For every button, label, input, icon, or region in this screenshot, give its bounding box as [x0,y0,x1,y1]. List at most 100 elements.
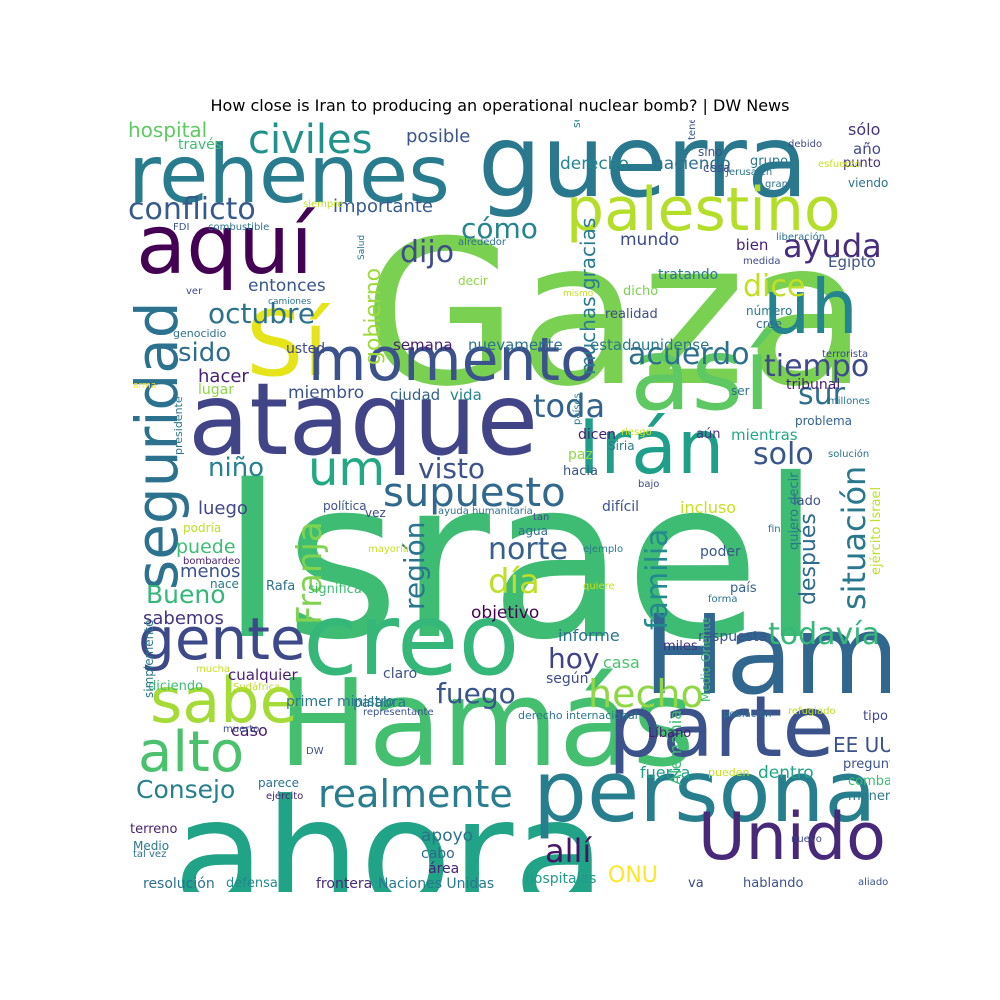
word-terrorista: terrorista [822,349,869,360]
word-um: um [308,441,386,497]
word-dice: dice [743,269,806,304]
word-tan: tan [533,512,550,523]
word-hecho: hecho [588,672,704,716]
word-jerusalen: Jerusalén [726,167,773,178]
word-nino: niño [208,453,265,483]
word-politica: política [323,499,367,513]
word-sur: sur [798,377,845,412]
word-estadounidense: estadounidense [590,336,710,354]
word-asi: así [630,316,772,433]
word-siria: Siria [608,439,635,453]
word-incluso: incluso [680,498,737,517]
word-muerto: muerto [223,724,260,735]
word-israel: Israel [220,432,822,688]
word-conflicto: conflicto [128,192,256,227]
word-genocidio: genocidio [173,327,227,340]
word-aliado: aliado [858,877,889,888]
word-respuesta: respuesta [698,629,768,645]
word-onu: ONU [608,863,658,888]
word-caso: caso [231,721,268,740]
word-cabo: cabo [421,846,455,862]
word-decir: decir [458,274,488,288]
word-dijo: dijo [400,235,455,270]
word-seguro: seguro [570,120,583,128]
word-combustible: combustible [208,222,270,233]
word-podria: podría [183,521,222,535]
word-uh: uh [763,263,859,351]
word-momento: momento [308,325,597,395]
word-miles: miles [663,639,698,654]
word-presidente: presidente [172,396,185,455]
word-nace: nace [210,577,239,591]
word-esfuerzo: esfuerzo [818,159,861,170]
word-posible: posible [406,126,471,147]
word-objetivo: objetivo [471,603,540,623]
word-gente: gente [138,605,306,673]
word-va: va [688,876,704,891]
word-nuevo: nuevo [791,834,822,845]
word-casa: casa [603,653,640,672]
word-solo: sólo [848,120,881,139]
word-bombardeo: bombardeo [183,556,241,567]
word-aqui: aquí [136,198,314,293]
word-alli: allí [545,832,592,870]
word-sudafrica: Sudáfrica [233,682,281,693]
word-toda: toda [533,387,606,425]
word-millones: millones [828,396,870,407]
word-dentro: dentro [758,763,814,783]
word-iran: Irán [578,403,725,491]
word-parece: parece [258,776,300,790]
word-rafa: Rafa [266,579,296,594]
word-debido: debido [788,139,823,150]
word-tener: tener [687,120,698,140]
word-derecho-internacional: derecho internacional [518,709,638,722]
word-defensa: defensa [226,876,278,891]
word-grupo: grupo [750,154,789,169]
word-camiones: camiones [268,297,312,307]
word-quiere: quiere [583,581,615,592]
word-alrededor: alrededor [458,237,507,248]
word-dicho: dicho [623,284,659,299]
word-significa: significa [308,582,362,597]
word-vida: vida [450,386,482,404]
word-ser: ser [731,384,750,398]
word-civiles: civiles [248,120,373,163]
word-punto: punto [843,156,881,171]
word-hacia: hacia [563,464,598,479]
word-medida: medida [743,256,781,267]
word-lado: lado [793,494,821,509]
word-sino: sino [698,145,723,159]
word-semana: semana [393,336,453,354]
word-tribunal: tribunal [786,377,841,393]
word-ataque: ataque [188,361,539,478]
word-salud: Salud [357,234,367,260]
word-situacion: situación [835,465,873,610]
word-informe: informe [558,626,620,645]
word-traves: través [178,137,223,153]
word-gaza: Gaza [363,198,869,431]
word-palestino: palestino [566,175,841,245]
word-palabra: palabra [353,695,407,711]
word-diciendo: diciendo [148,679,204,694]
word-poblacion: población [723,709,772,720]
word-medio: Medio [133,839,170,853]
word-bajo: bajo [638,479,660,490]
word-solo: solo [753,437,814,472]
page-title: How close is Iran to producing an operat… [210,96,790,115]
word-frontera: frontera [316,876,373,892]
word-aun: aún [696,427,721,442]
word-dw: DW [306,746,324,757]
word-libano: Líbano [648,726,692,741]
word-menos: menos [180,561,241,582]
word-entonces: entonces [248,276,326,296]
word-region: región [398,521,431,610]
word-quiero-decir: quiero decir [787,472,802,550]
word-pregunta: pregunta [843,757,890,772]
word-riesgo: riesgo [621,427,652,438]
word-poder: poder [700,544,741,560]
word-hacer: hacer [198,366,249,387]
word-hospital: hospital [128,120,208,142]
word-cosa: cosa [703,161,731,175]
word-hablando: hablando [743,876,804,891]
word-refugiado: refugiado [788,706,836,717]
